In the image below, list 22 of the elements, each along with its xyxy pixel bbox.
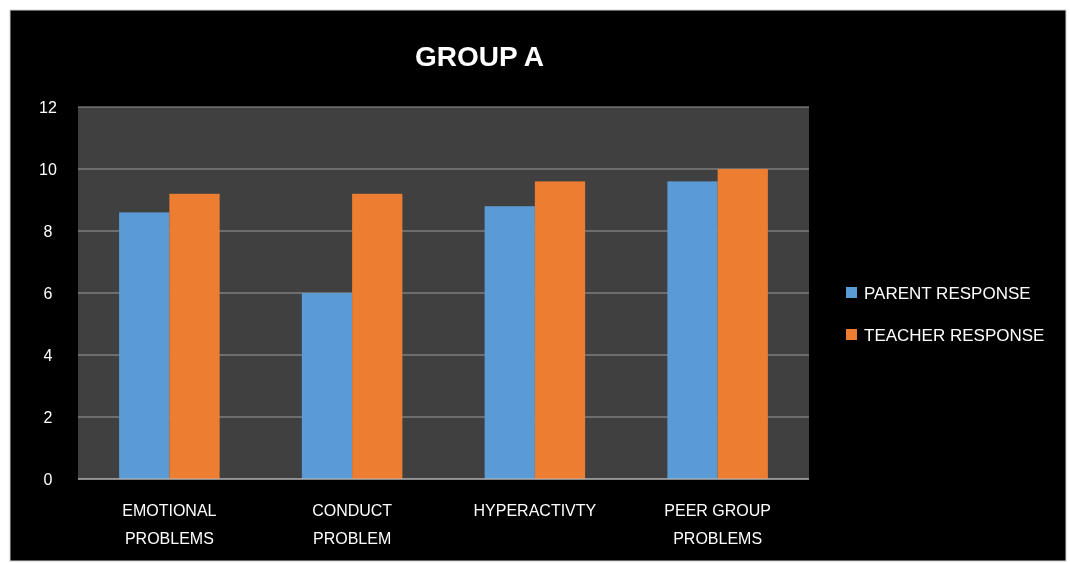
bar	[169, 193, 220, 479]
x-tick-label: CONDUCT PROBLEM	[312, 502, 393, 547]
y-tick-label: 6	[43, 284, 53, 302]
bar	[667, 181, 718, 479]
bar	[352, 193, 403, 479]
x-tick-label: PEER GROUP PROBLEMS	[664, 502, 771, 547]
y-tick-label: 10	[39, 160, 57, 178]
bar	[717, 169, 768, 479]
y-tick-label: 2	[43, 408, 53, 426]
y-tick-label: 8	[43, 222, 53, 240]
bar	[534, 181, 586, 479]
x-tick-label: EMOTIONAL PROBLEMS	[122, 502, 217, 547]
legend-label: PARENT RESPONSE	[864, 283, 1031, 303]
legend-label: TEACHER RESPONSE	[864, 325, 1045, 345]
chart-title: GROUP A	[414, 41, 545, 72]
bar	[301, 293, 353, 479]
bar	[119, 212, 170, 479]
y-tick-label: 0	[43, 470, 53, 488]
x-tick-label: HYPERACTIVTY	[473, 502, 597, 519]
bar	[484, 206, 535, 479]
y-tick-label: 12	[39, 98, 57, 116]
y-tick-label: 4	[43, 346, 53, 364]
